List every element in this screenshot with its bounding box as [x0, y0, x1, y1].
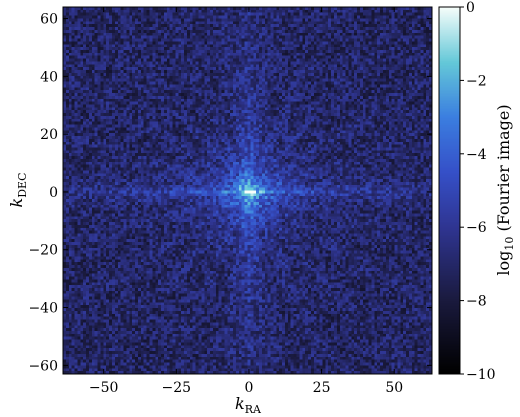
- colorbar-frame: [438, 6, 461, 375]
- y-axis-label: kDEC: [7, 173, 29, 208]
- x-tick-label: 50: [385, 380, 403, 396]
- colorbar-ticks: 0 −2 −4 −6 −8 −10: [460, 0, 496, 383]
- y-tick-label: −20: [28, 243, 58, 259]
- colorbar-tick-label: −10: [466, 367, 496, 383]
- heatmap-image: [63, 7, 432, 374]
- x-tick-label: 0: [244, 380, 253, 396]
- colorbar-gradient: [439, 7, 460, 374]
- colorbar-label: log10 (Fourier image): [494, 104, 516, 275]
- x-tick-label: 25: [313, 380, 331, 396]
- plot-frame: [62, 6, 433, 375]
- x-axis-ticks: −50 −25 0 25 50: [89, 7, 403, 396]
- y-tick-label: −60: [28, 358, 58, 374]
- y-tick-label: −40: [28, 301, 58, 317]
- x-tick-label: −50: [89, 380, 119, 396]
- colorbar-tick-label: −2: [466, 73, 487, 89]
- x-axis-label: kRA: [235, 394, 262, 416]
- colorbar-tick-label: 0: [466, 0, 475, 16]
- colorbar-tick-label: −4: [466, 147, 487, 163]
- colorbar-tick-label: −6: [466, 220, 487, 236]
- y-tick-label: 40: [40, 69, 58, 85]
- y-axis-ticks: −60 −40 −20 0 20 40 60: [28, 12, 432, 374]
- y-tick-label: 0: [49, 185, 58, 201]
- colorbar-tick-label: −8: [466, 294, 487, 310]
- x-tick-label: −25: [162, 380, 192, 396]
- y-tick-label: 20: [40, 127, 58, 143]
- y-tick-label: 60: [40, 12, 58, 28]
